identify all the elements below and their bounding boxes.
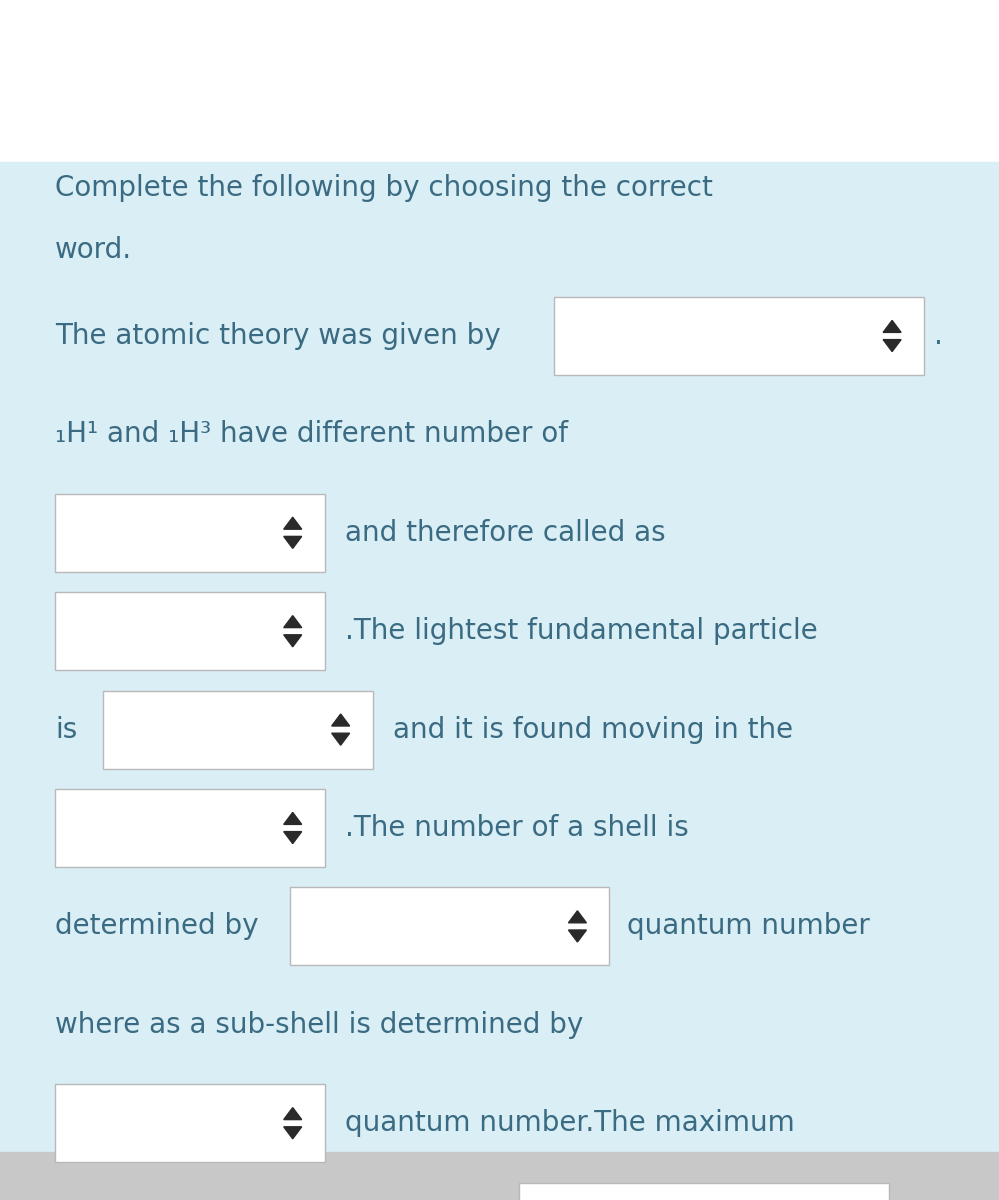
Polygon shape	[332, 733, 350, 745]
Bar	[519, 1183, 889, 1200]
Bar	[55, 494, 325, 572]
Text: determined by: determined by	[55, 912, 259, 941]
Bar	[55, 1085, 325, 1162]
Text: .: .	[934, 322, 943, 350]
Polygon shape	[284, 517, 302, 529]
Polygon shape	[284, 832, 302, 844]
Text: .The number of a shell is: .The number of a shell is	[345, 814, 688, 842]
Polygon shape	[883, 340, 901, 352]
Text: ₁H¹ and ₁H³ have different number of: ₁H¹ and ₁H³ have different number of	[55, 420, 568, 449]
Polygon shape	[883, 320, 901, 332]
Bar	[0, 162, 999, 1152]
Text: is: is	[55, 715, 77, 744]
Polygon shape	[568, 930, 586, 942]
Polygon shape	[284, 616, 302, 628]
Bar	[103, 691, 373, 769]
Text: Complete the following by choosing the correct: Complete the following by choosing the c…	[55, 174, 713, 202]
Polygon shape	[284, 536, 302, 548]
Bar	[0, 0, 999, 162]
Polygon shape	[284, 635, 302, 647]
Text: where as a sub-shell is determined by: where as a sub-shell is determined by	[55, 1010, 583, 1039]
Text: word.: word.	[55, 236, 132, 264]
Polygon shape	[284, 1127, 302, 1139]
Text: .The lightest fundamental particle: .The lightest fundamental particle	[345, 617, 817, 646]
Polygon shape	[284, 812, 302, 824]
Bar	[290, 888, 609, 965]
Polygon shape	[332, 714, 350, 726]
Text: and it is found moving in the: and it is found moving in the	[393, 715, 793, 744]
Polygon shape	[568, 911, 586, 923]
Text: quantum number: quantum number	[627, 912, 870, 941]
Bar	[55, 790, 325, 866]
Bar	[0, 1152, 999, 1200]
Bar	[554, 296, 924, 374]
Text: and therefore called as: and therefore called as	[345, 518, 665, 547]
Bar	[55, 593, 325, 670]
Text: The atomic theory was given by: The atomic theory was given by	[55, 322, 500, 350]
Text: quantum number.The maximum: quantum number.The maximum	[345, 1109, 794, 1138]
Polygon shape	[284, 1108, 302, 1120]
